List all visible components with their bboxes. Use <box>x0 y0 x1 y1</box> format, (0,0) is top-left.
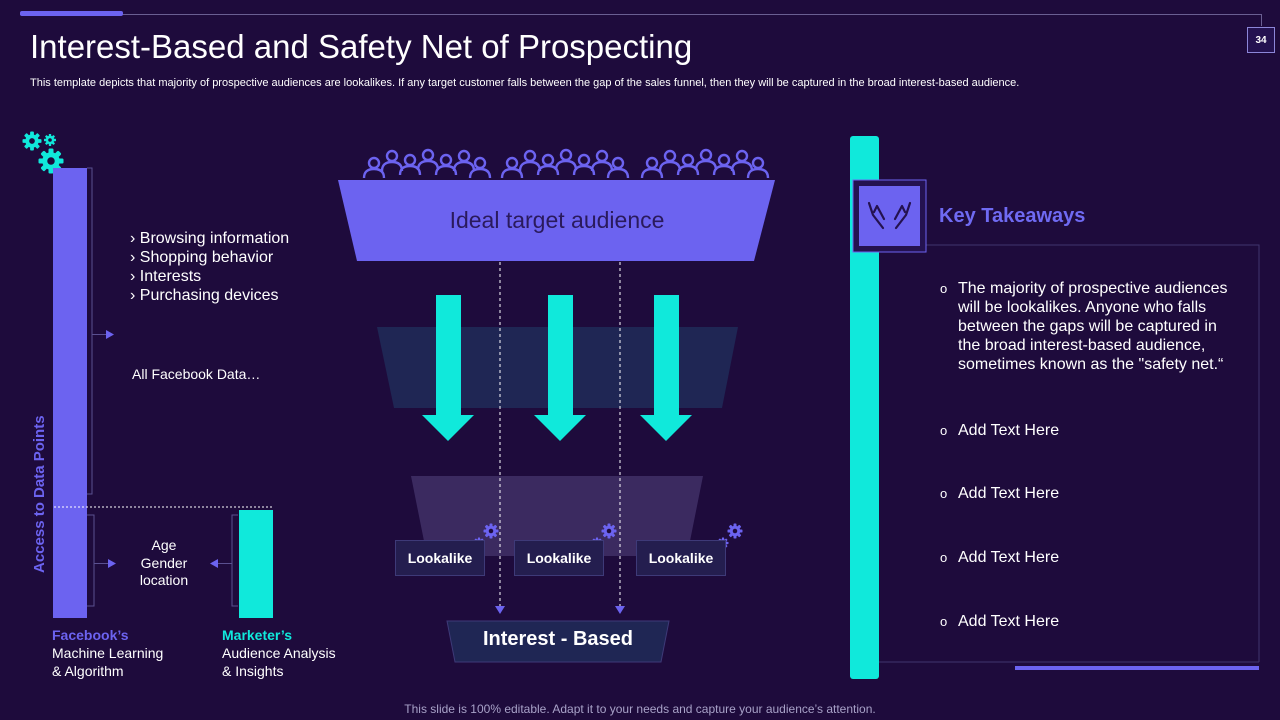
takeaway-bullet: o Add Text Here <box>940 613 1060 630</box>
arrow-left-icon <box>210 559 218 568</box>
list-item: › Interests <box>130 268 202 285</box>
marketer-caption: Marketer’s Audience Analysis & Insights <box>222 626 336 680</box>
takeaway-bullet: o Add Text Here <box>940 549 1060 566</box>
right-divider <box>1261 14 1262 26</box>
takeaways-accent <box>1015 666 1259 670</box>
hands-icon <box>852 179 927 253</box>
list-item: location <box>139 572 189 588</box>
marketer-caption-title: Marketer’s <box>222 627 293 643</box>
list-item: › Browsing information <box>130 230 290 247</box>
marketer-caption-line: Audience Analysis <box>222 645 336 661</box>
funnel-top <box>338 180 775 261</box>
interest-based-box <box>446 620 670 663</box>
demo-bracket <box>87 514 95 607</box>
top-divider <box>20 14 1262 15</box>
takeaways-border <box>879 244 1260 662</box>
down-arrows <box>422 295 692 441</box>
arrow-right-icon <box>108 559 116 568</box>
access-data-points-label: Access to Data Points <box>31 415 48 573</box>
facebook-bar <box>53 168 87 618</box>
data-items-list: › Browsing information › Shopping behavi… <box>130 229 289 305</box>
slide-title: Interest-Based and Safety Net of Prospec… <box>30 28 693 65</box>
takeaway-bullet: o The majority of prospective audiences … <box>940 280 1228 373</box>
bullet-marker: o <box>940 281 948 296</box>
facebook-caption-line: Machine Learning <box>52 645 164 661</box>
lookalike-box: Lookalike <box>636 540 726 576</box>
takeaway-bullet: o Add Text Here <box>940 422 1060 439</box>
all-facebook-data-label: All Facebook Data… <box>132 366 261 382</box>
bullet-marker: o <box>940 486 948 501</box>
bullet-marker: o <box>940 550 948 565</box>
lookalike-box: Lookalike <box>514 540 604 576</box>
list-item: › Purchasing devices <box>130 287 279 304</box>
list-item: Age <box>151 537 177 553</box>
audience-icon <box>362 148 770 180</box>
facebook-caption-line: & Algorithm <box>52 663 124 679</box>
footer-note: This slide is 100% editable. Adapt it to… <box>404 702 876 716</box>
bullet-marker: o <box>940 614 948 629</box>
arrow-right-icon <box>106 330 114 339</box>
gears-icon <box>22 131 64 174</box>
funnel-bottom <box>411 476 703 556</box>
key-takeaways-title: Key Takeaways <box>939 205 1086 227</box>
top-accent-bar <box>20 11 123 16</box>
list-item: › Shopping behavior <box>130 249 274 266</box>
marketer-bracket <box>231 514 238 607</box>
bullet-marker: o <box>940 423 948 438</box>
facebook-caption-title: Facebook’s <box>52 627 129 643</box>
lookalike-box: Lookalike <box>395 540 485 576</box>
takeaway-bullet: o Add Text Here <box>940 485 1060 502</box>
list-item: Gender <box>140 554 188 571</box>
facebook-caption: Facebook’s Machine Learning & Algorithm <box>52 626 163 680</box>
marketer-bar <box>239 510 273 618</box>
data-bracket <box>87 167 93 495</box>
page-number: 34 <box>1247 27 1275 53</box>
slide-subtitle: This template depicts that majority of p… <box>30 77 1020 89</box>
demographics-list: Age Gender location <box>128 537 200 590</box>
takeaways-bar <box>850 136 879 679</box>
interest-based-label: Interest - Based <box>482 628 634 650</box>
marketer-caption-line: & Insights <box>222 663 284 679</box>
ideal-target-label: Ideal target audience <box>449 207 665 233</box>
